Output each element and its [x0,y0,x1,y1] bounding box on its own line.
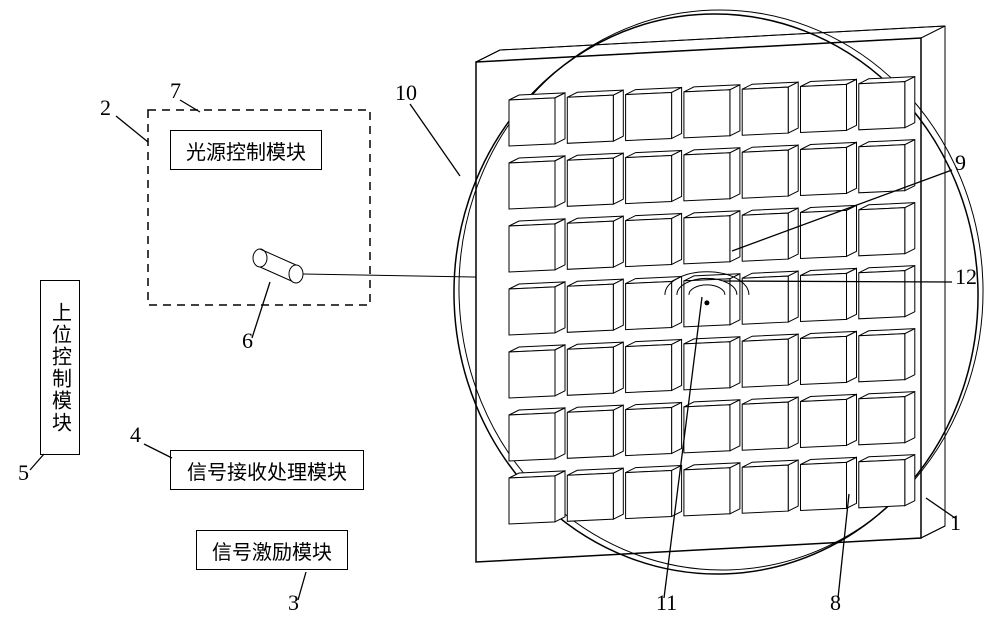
center-arcs [665,272,749,295]
center-dot [704,300,709,305]
callout-7: 7 [170,78,181,104]
diagram-svg [0,0,1000,644]
panel-depth-top-right [476,26,945,538]
panel-disc-back [449,1,992,579]
diagram-root: 光源控制模块 上位控制模块 信号接收处理模块 信号激励模块 1 2 3 4 5 … [0,0,1000,644]
light-beam [303,274,702,281]
callout-1: 1 [950,510,961,536]
panel-front-face [476,38,921,562]
panel-board [476,26,945,562]
signal-rx-label: 信号接收处理模块 [187,456,347,485]
callout-11: 11 [656,590,677,616]
callout-12: 12 [955,264,977,290]
callout-5: 5 [18,460,29,486]
signal-drive-label: 信号激励模块 [212,536,332,565]
callout-9: 9 [955,150,966,176]
light-control-label: 光源控制模块 [186,136,306,165]
upper-control-module: 上位控制模块 [40,280,80,455]
panel-disc [444,5,987,583]
leader-lines [30,100,955,600]
callout-2: 2 [100,95,111,121]
tile-grid [509,77,915,524]
light-source-cylinder [253,249,303,283]
callout-6: 6 [242,328,253,354]
callout-10: 10 [395,80,417,106]
signal-rx-module: 信号接收处理模块 [170,450,364,490]
callout-8: 8 [830,590,841,616]
upper-control-label: 上位控制模块 [46,302,75,434]
callout-3: 3 [288,590,299,616]
callout-4: 4 [130,422,141,448]
signal-drive-module: 信号激励模块 [196,530,348,570]
light-control-module: 光源控制模块 [170,130,322,170]
